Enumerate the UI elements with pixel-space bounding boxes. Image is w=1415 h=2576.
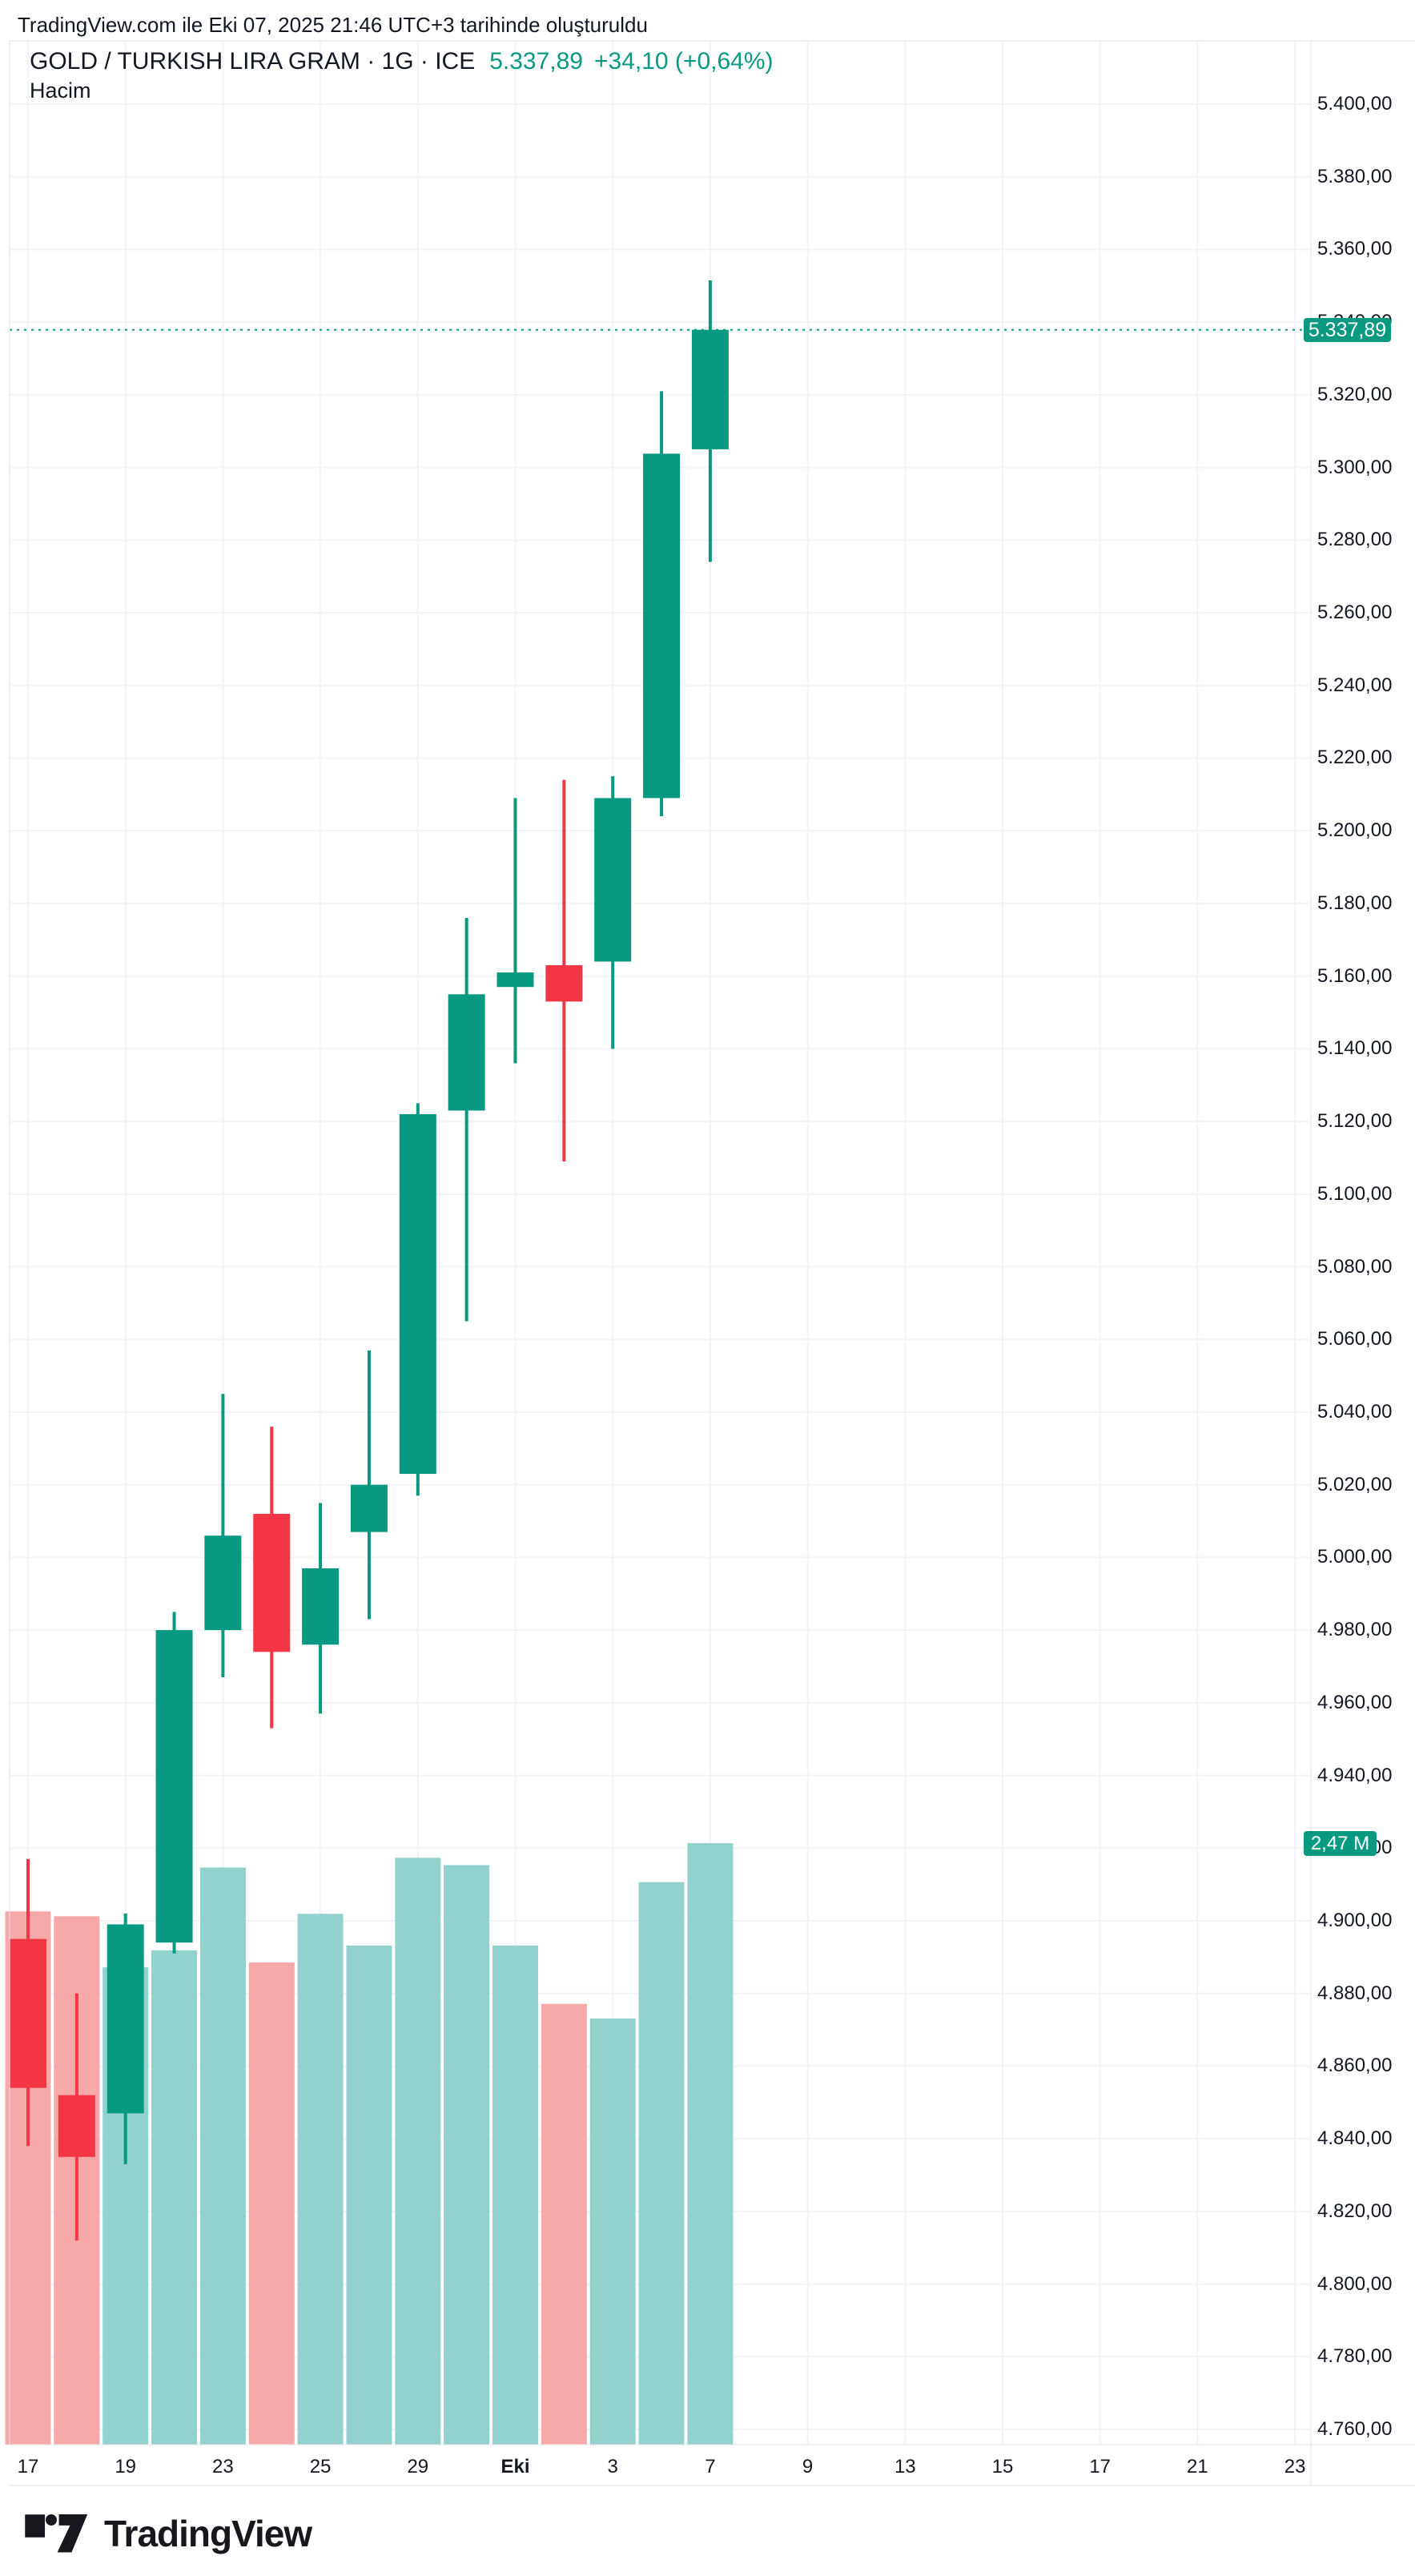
price-tick-label: 5.240,00 <box>1317 674 1393 696</box>
volume-bar <box>297 1914 344 2445</box>
price-tick-label: 5.080,00 <box>1317 1255 1393 1278</box>
price-tick-label: 5.160,00 <box>1317 964 1393 987</box>
volume-bar <box>638 1882 685 2445</box>
candle-body <box>643 453 681 799</box>
candle-body <box>107 1924 144 2114</box>
price-tick-label: 5.280,00 <box>1317 529 1393 551</box>
volume-bar <box>395 1858 441 2445</box>
time-tick-label: 13 <box>894 2456 916 2477</box>
candle-body <box>594 798 632 962</box>
volume-bar <box>541 2003 587 2445</box>
chart-legend[interactable]: GOLD / TURKISH LIRA GRAM · 1G · ICE 5.337… <box>30 48 774 75</box>
attribution-text: TradingView.com ile Eki 07, 2025 21:46 U… <box>18 13 648 37</box>
time-tick-label: 25 <box>309 2456 332 2477</box>
candle-body <box>204 1536 242 1631</box>
tradingview-logo-icon <box>25 2514 88 2553</box>
volume-bar <box>151 1950 198 2445</box>
price-tick-label: 5.380,00 <box>1317 165 1393 187</box>
price-tick-label: 5.000,00 <box>1317 1546 1393 1568</box>
price-tick-label: 4.960,00 <box>1317 1691 1393 1713</box>
price-tick-label: 5.200,00 <box>1317 819 1393 842</box>
symbol-change: +34,10 (+0,64%) <box>594 48 774 74</box>
time-tick-label: 15 <box>991 2456 1014 2477</box>
price-tick-label: 4.780,00 <box>1317 2345 1393 2368</box>
last-volume-badge: 2,47 M <box>1304 1831 1377 1856</box>
price-tick-label: 5.180,00 <box>1317 892 1393 914</box>
time-tick-label: 17 <box>1089 2456 1111 2477</box>
time-tick-label: 3 <box>607 2456 618 2477</box>
time-tick-label: 17 <box>17 2456 39 2477</box>
candle-body <box>253 1513 291 1652</box>
tradingview-logo-text: TradingView <box>104 2513 312 2554</box>
candle-body <box>691 329 729 449</box>
price-tick-label: 4.880,00 <box>1317 1982 1393 2004</box>
price-tick-label: 5.040,00 <box>1317 1400 1393 1423</box>
volume-bar <box>248 1962 295 2445</box>
time-tick-label: 9 <box>802 2456 814 2477</box>
price-tick-label: 4.800,00 <box>1317 2272 1393 2295</box>
candle-body <box>58 2095 95 2157</box>
price-tick-label: 5.320,00 <box>1317 383 1393 405</box>
price-tick-label: 5.120,00 <box>1317 1110 1393 1133</box>
price-tick-label: 5.140,00 <box>1317 1037 1393 1060</box>
symbol-title: GOLD / TURKISH LIRA GRAM · 1G · ICE <box>30 48 476 74</box>
price-tick-label: 4.860,00 <box>1317 2055 1393 2077</box>
price-tick-label: 4.820,00 <box>1317 2200 1393 2222</box>
last-price-badge: 5.337,89 <box>1304 318 1391 342</box>
candle-body <box>496 972 534 988</box>
candle-body <box>448 994 485 1111</box>
volume-bar <box>199 1867 246 2445</box>
time-tick-label: 23 <box>1284 2456 1306 2477</box>
price-tick-label: 5.220,00 <box>1317 747 1393 769</box>
price-tick-label: 5.400,00 <box>1317 93 1393 115</box>
price-tick-label: 4.900,00 <box>1317 1909 1393 1931</box>
time-tick-label: 23 <box>212 2456 234 2477</box>
volume-bar <box>589 2019 636 2445</box>
candle-body <box>155 1630 193 1943</box>
volume-indicator-label: Hacim <box>30 78 91 103</box>
time-tick-label: 7 <box>705 2456 716 2477</box>
volume-bar <box>444 1865 490 2445</box>
volume-bar <box>687 1843 734 2445</box>
price-tick-label: 5.020,00 <box>1317 1473 1393 1495</box>
time-tick-label: 21 <box>1187 2456 1208 2477</box>
volume-bar <box>492 1945 538 2445</box>
price-tick-label: 5.360,00 <box>1317 238 1393 260</box>
price-tick-label: 4.760,00 <box>1317 2418 1393 2440</box>
price-tick-label: 5.260,00 <box>1317 602 1393 624</box>
price-tick-label: 5.060,00 <box>1317 1328 1393 1350</box>
time-tick-label: 19 <box>115 2456 137 2477</box>
tradingview-logo[interactable]: TradingView <box>24 2512 312 2555</box>
symbol-last-price: 5.337,89 <box>489 48 583 74</box>
candle-body <box>545 965 583 1002</box>
candle-body <box>399 1113 436 1475</box>
price-tick-label: 4.840,00 <box>1317 2127 1393 2150</box>
candle-body <box>302 1568 340 1645</box>
price-tick-label: 5.300,00 <box>1317 456 1393 478</box>
price-tick-label: 4.940,00 <box>1317 1764 1393 1786</box>
time-tick-label: 29 <box>407 2456 429 2477</box>
candle-body <box>350 1484 388 1532</box>
price-tick-label: 5.100,00 <box>1317 1182 1393 1205</box>
candle-body <box>10 1938 46 2088</box>
price-tick-label: 4.980,00 <box>1317 1619 1393 1641</box>
time-tick-label: Eki <box>500 2456 530 2477</box>
volume-bar <box>346 1945 392 2445</box>
